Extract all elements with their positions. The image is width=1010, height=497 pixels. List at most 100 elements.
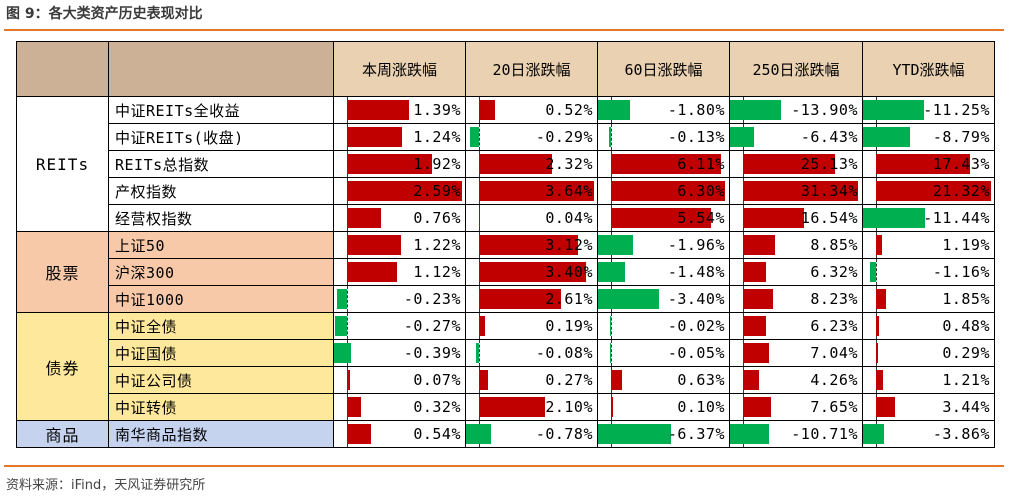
data-bar-container: 0.10%	[598, 394, 729, 420]
value-cell-60d: -1.96%	[597, 231, 730, 259]
value-cell-ytd: 21.32%	[862, 177, 995, 205]
data-bar-container: -0.27%	[334, 313, 465, 339]
value-cell-weekly: -0.23%	[333, 285, 466, 313]
value-cell-60d: -0.13%	[597, 123, 730, 151]
value-cell-20d: 0.04%	[465, 204, 598, 232]
value-cell-250d: 6.23%	[729, 312, 863, 340]
data-bar-container: 1.12%	[334, 259, 465, 285]
value-cell-60d: 6.30%	[597, 177, 730, 205]
table-row: 产权指数 2.59% 3.64% 6.30% 31.34% 21.32%	[17, 177, 995, 205]
zero-axis-line	[876, 259, 877, 285]
value-cell-20d: -0.08%	[465, 339, 598, 367]
positive-data-bar	[743, 289, 774, 309]
value-label: 1.21%	[942, 371, 990, 389]
positive-data-bar	[743, 235, 776, 255]
negative-data-bar	[610, 343, 611, 363]
data-bar-container: 0.52%	[466, 97, 597, 123]
positive-data-bar	[479, 316, 485, 336]
negative-data-bar	[598, 100, 631, 120]
source-note: 资料来源：iFind，天风证券研究所	[6, 478, 206, 493]
data-bar-container: -0.29%	[466, 124, 597, 150]
value-cell-60d: -3.40%	[597, 285, 730, 313]
value-cell-250d: 4.26%	[729, 366, 863, 394]
positive-data-bar	[347, 235, 402, 255]
data-bar-container: 8.23%	[730, 286, 862, 312]
data-bar-container: -8.79%	[863, 124, 994, 150]
value-label: 2.32%	[545, 155, 593, 173]
asset-name-cell: 沪深300	[108, 258, 334, 286]
zero-axis-line	[347, 286, 348, 312]
value-cell-20d: 2.10%	[465, 393, 598, 421]
table-row: 中证转债 0.32% 2.10% 0.10% 7.65% 3.44%	[17, 393, 995, 421]
value-cell-20d: -0.29%	[465, 123, 598, 151]
value-label: 0.07%	[413, 371, 461, 389]
value-label: 0.29%	[942, 344, 990, 362]
value-label: 0.04%	[545, 209, 593, 227]
data-bar-container: -1.16%	[863, 259, 994, 285]
value-cell-20d: 3.12%	[465, 231, 598, 259]
data-bar-container: 6.23%	[730, 313, 862, 339]
negative-data-bar	[863, 208, 925, 228]
data-bar-container: -0.08%	[466, 340, 597, 366]
value-cell-20d: 2.61%	[465, 285, 598, 313]
table-row: REITs 中证REITs全收益 1.39% 0.52% -1.80% -13.90% -1…	[16, 96, 995, 232]
value-label: 31.34%	[800, 182, 858, 200]
value-cell-60d: 0.10%	[597, 393, 730, 421]
value-label: -0.02%	[667, 317, 725, 335]
positive-data-bar	[479, 235, 578, 255]
value-label: 6.32%	[810, 263, 858, 281]
value-cell-250d: 16.54%	[729, 204, 863, 232]
asset-name-cell: 中证1000	[108, 285, 334, 313]
negative-data-bar	[598, 289, 660, 309]
asset-name-cell: 中证REITs(收盘)	[108, 123, 334, 151]
value-cell-20d: 2.32%	[465, 150, 598, 178]
positive-data-bar	[479, 397, 546, 417]
positive-data-bar	[611, 154, 722, 174]
value-label: 6.11%	[677, 155, 725, 173]
value-label: 3.64%	[545, 182, 593, 200]
table-row: 经营权指数 0.76% 0.04% 5.54% 16.54% -11.44%	[17, 204, 995, 232]
value-label: 0.27%	[545, 371, 593, 389]
value-label: 6.30%	[677, 182, 725, 200]
value-label: 1.24%	[413, 128, 461, 146]
table-row: 中证公司债 0.07% 0.27% 0.63% 4.26% 1.21%	[17, 366, 995, 394]
positive-data-bar	[347, 127, 403, 147]
value-cell-250d: 7.65%	[729, 393, 863, 421]
positive-data-bar	[876, 397, 895, 417]
value-cell-weekly: 1.24%	[333, 123, 466, 151]
header-row: 本周涨跌幅 20日涨跌幅 60日涨跌幅 250日涨跌幅 YTD涨跌幅	[16, 41, 995, 97]
category-cell: 股票	[16, 231, 109, 313]
data-bar-container: 2.61%	[466, 286, 597, 312]
data-bar-container: -1.96%	[598, 232, 729, 258]
value-cell-ytd: -11.25%	[862, 96, 995, 124]
value-label: 1.85%	[942, 290, 990, 308]
data-bar-container: 0.54%	[334, 421, 465, 447]
value-cell-ytd: 17.43%	[862, 150, 995, 178]
negative-data-bar	[863, 127, 911, 147]
negative-data-bar	[598, 235, 634, 255]
value-cell-ytd: -1.16%	[862, 258, 995, 286]
zero-axis-line	[347, 313, 348, 339]
table-row: 中证REITs(收盘) 1.24% -0.29% -0.13% -6.43% -8.79%	[17, 123, 995, 151]
negative-data-bar	[610, 316, 611, 336]
data-bar-container: 1.92%	[334, 151, 465, 177]
positive-data-bar	[479, 181, 594, 201]
value-cell-weekly: -0.39%	[333, 339, 466, 367]
data-bar-container: 0.63%	[598, 367, 729, 393]
value-cell-60d: -1.80%	[597, 96, 730, 124]
value-label: 17.43%	[932, 155, 990, 173]
positive-data-bar	[876, 154, 971, 174]
negative-data-bar	[863, 424, 884, 444]
zero-axis-line	[479, 340, 480, 366]
value-cell-60d: -0.05%	[597, 339, 730, 367]
value-label: 0.76%	[413, 209, 461, 227]
data-bar-container: -10.71%	[730, 421, 862, 447]
positive-data-bar	[876, 370, 883, 390]
data-bar-container: -3.40%	[598, 286, 729, 312]
value-cell-ytd: 1.21%	[862, 366, 995, 394]
value-label: -6.37%	[667, 425, 725, 443]
data-bar-container: 0.48%	[863, 313, 994, 339]
header-weekly-change: 本周涨跌幅	[333, 41, 466, 97]
value-cell-250d: 6.32%	[729, 258, 863, 286]
data-bar-container: 2.59%	[334, 178, 465, 204]
